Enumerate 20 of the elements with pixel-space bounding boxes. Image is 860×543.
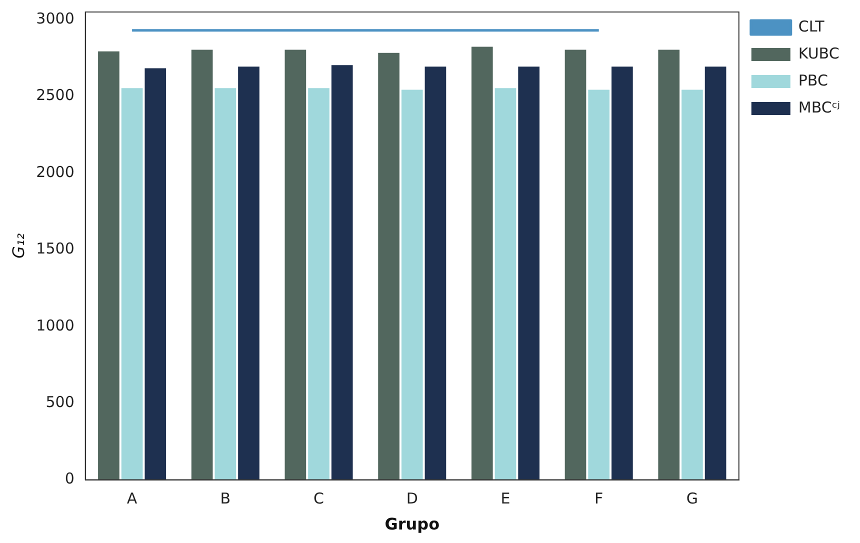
y-tick-label: 1500: [36, 240, 74, 258]
x-tick-label: B: [220, 490, 231, 508]
x-tick-label: G: [686, 490, 698, 508]
x-tick-label: F: [594, 490, 604, 508]
y-tick-label: 500: [46, 393, 74, 411]
y-tick-label: 3000: [36, 10, 74, 28]
y-tick-label: 0: [64, 470, 74, 488]
legend-label: MBCᶜʲ: [798, 98, 840, 116]
x-tick-label: C: [314, 490, 324, 508]
legend-label: KUBC: [798, 44, 840, 62]
y-axis-title: G₁₂: [8, 232, 28, 259]
legend-label: CLT: [798, 17, 826, 36]
legend-label: PBC: [798, 71, 828, 90]
x-axis-title: Grupo: [384, 514, 440, 534]
x-tick-label: D: [406, 490, 418, 508]
y-tick-label: 1000: [36, 316, 74, 334]
x-tick-label: A: [126, 490, 138, 508]
y-tick-label: 2000: [36, 162, 74, 181]
y-tick-label: 2500: [36, 86, 74, 104]
x-tick-label: E: [500, 490, 510, 508]
